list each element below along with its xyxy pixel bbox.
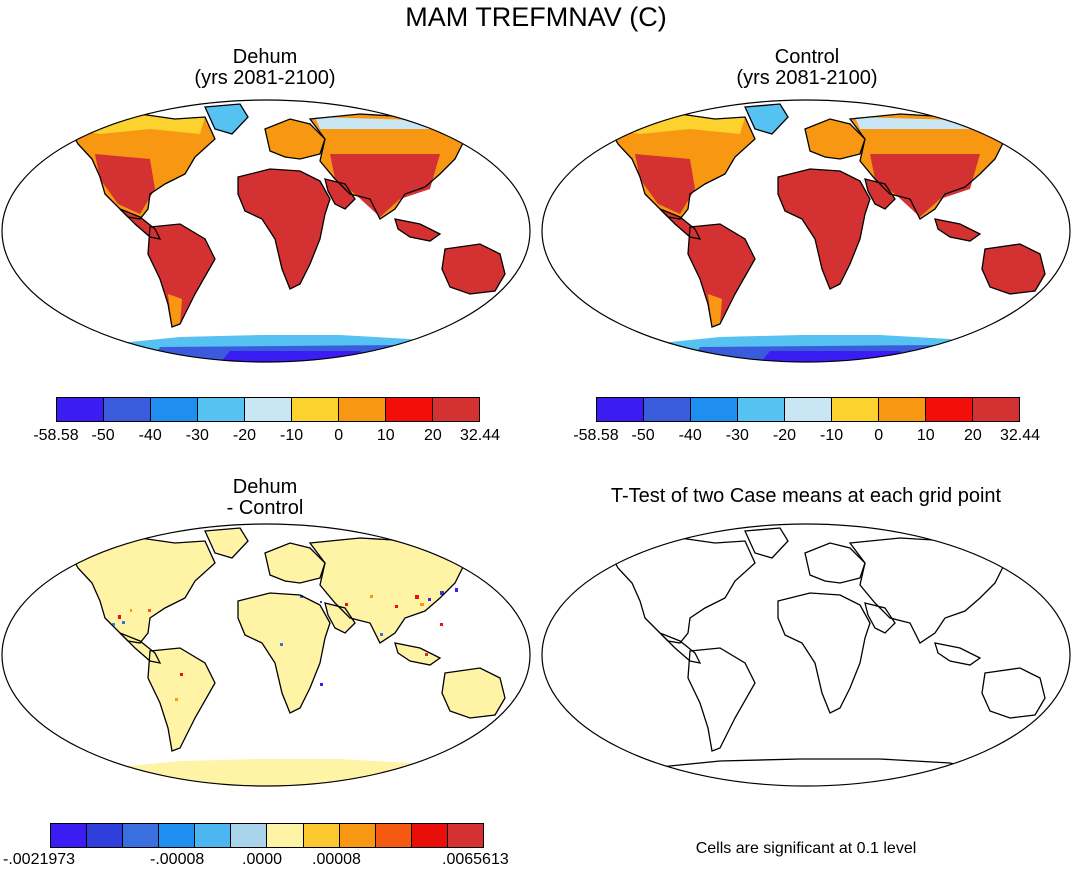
colorbar-cell: [375, 824, 412, 847]
colorbar-cell: [159, 824, 196, 847]
colorbar-cell: [51, 824, 88, 847]
colorbar-tick-label: 32.44: [459, 427, 501, 444]
colorbar-cell: [231, 824, 268, 847]
panel-title-diff: Dehum - Control: [130, 477, 400, 519]
colorbar-cell: [195, 824, 232, 847]
colorbar-control: [596, 397, 1020, 422]
diff-speckles: [112, 588, 458, 701]
colorbar-diff-label: .0065613: [442, 851, 509, 868]
colorbar-cell: [644, 398, 691, 421]
panel-title-line2: (yrs 2081-2100): [194, 67, 336, 89]
colorbar-tick-label: 0: [334, 427, 344, 444]
map-border: [1, 523, 531, 787]
colorbar-cell: [411, 824, 448, 847]
colorbar-cell: [879, 398, 926, 421]
colorbar-cell: [198, 398, 245, 421]
colorbar-tick-label: -50: [91, 427, 115, 444]
map-border: [541, 99, 1071, 363]
colorbar-cell: [104, 398, 151, 421]
colorbar-cell: [386, 398, 433, 421]
map-control: [541, 99, 1071, 363]
panel-title-line1: Dehum: [232, 46, 298, 68]
colorbar-diff: [50, 823, 484, 848]
colorbar-diff-label: -.00008: [150, 851, 205, 868]
colorbar-cell: [303, 824, 340, 847]
panel-title-line2: (yrs 2081-2100): [736, 67, 878, 89]
colorbar-cell: [926, 398, 973, 421]
colorbar-cell: [973, 398, 1019, 421]
colorbar-tick-label: -58.58: [573, 427, 619, 444]
main-title: MAM TREFMNAV (C): [405, 2, 667, 32]
colorbar-cell: [832, 398, 879, 421]
colorbar-cell: [292, 398, 339, 421]
panel-title-line1: Control: [774, 46, 840, 68]
map-dehum: [1, 99, 531, 363]
significance-note: Cells are significant at 0.1 level: [695, 840, 917, 857]
colorbar-tick-label: -20: [772, 427, 796, 444]
colorbar-cell: [123, 824, 160, 847]
colorbar-tick-label: -58.58: [33, 427, 79, 444]
colorbar-cell: [738, 398, 785, 421]
panel-title-dehum: Dehum (yrs 2081-2100): [130, 47, 400, 89]
colorbar-diff-label: -.0021973: [3, 851, 76, 868]
colorbar-tick-label: 20: [423, 427, 442, 444]
colorbar-tick-label: 10: [376, 427, 395, 444]
colorbar-tick-label: -30: [725, 427, 749, 444]
colorbar-tick-label: 20: [963, 427, 982, 444]
colorbar-diff-label: .00008: [312, 851, 361, 868]
colorbar-tick-label: -10: [279, 427, 304, 444]
colorbar-cell: [87, 824, 124, 847]
colorbar-cell: [433, 398, 479, 421]
colorbar-cell: [447, 824, 483, 847]
colorbar-cell: [691, 398, 738, 421]
colorbar-tick-label: -50: [631, 427, 655, 444]
colorbar-cell: [339, 398, 386, 421]
colorbar-cell: [245, 398, 292, 421]
colorbar-dehum: [56, 397, 480, 422]
colorbar-cell: [597, 398, 644, 421]
panel-title-control: Control (yrs 2081-2100): [672, 47, 942, 89]
colorbar-tick-label: -40: [138, 427, 162, 444]
colorbar-cell: [785, 398, 832, 421]
panel-title-line2: - Control: [226, 497, 304, 519]
colorbar-tick-label: 0: [874, 427, 884, 444]
map-border: [541, 523, 1071, 787]
colorbar-tick-label: 32.44: [999, 427, 1041, 444]
map-ttest: [541, 523, 1071, 787]
colorbar-tick-label: -30: [185, 427, 209, 444]
colorbar-tick-label: -10: [819, 427, 844, 444]
colorbar-tick-label: -20: [232, 427, 256, 444]
map-border: [1, 99, 531, 363]
panel-title-ttest: T-Test of two Case means at each grid po…: [610, 485, 1002, 507]
colorbar-cell: [151, 398, 198, 421]
colorbar-tick-label: 10: [916, 427, 935, 444]
map-diff: [1, 523, 531, 787]
colorbar-diff-label: .0000: [242, 851, 283, 868]
colorbar-cell: [339, 824, 376, 847]
panel-title-line1: Dehum: [232, 476, 298, 498]
colorbar-cell: [267, 824, 304, 847]
colorbar-cell: [57, 398, 104, 421]
colorbar-tick-label: -40: [678, 427, 702, 444]
